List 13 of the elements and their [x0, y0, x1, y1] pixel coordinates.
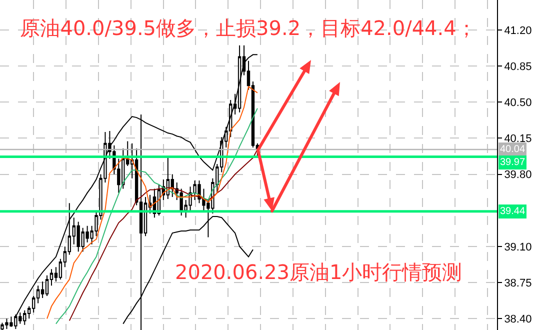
annotation: 2020.06.23原油1小时行情预测: [175, 260, 462, 284]
y-tick-label: 40.15: [504, 133, 532, 146]
ref-line-label: 40.04: [500, 144, 526, 155]
y-tick-label: 41.20: [504, 24, 532, 37]
ref-line-label: 39.44: [500, 206, 526, 217]
y-tick-label: 40.50: [504, 96, 532, 109]
y-tick-label: 39.80: [504, 169, 532, 182]
ref-line-label: 39.97: [500, 157, 526, 168]
y-tick-label: 38.40: [504, 314, 532, 326]
y-tick-label: 38.75: [504, 277, 532, 290]
text: 原油40.0/39.5做多，止损39.2，目标42.0/44.4；: [20, 16, 476, 40]
y-tick-label: 40.85: [504, 60, 532, 73]
y-tick-label: 39.10: [504, 241, 532, 254]
